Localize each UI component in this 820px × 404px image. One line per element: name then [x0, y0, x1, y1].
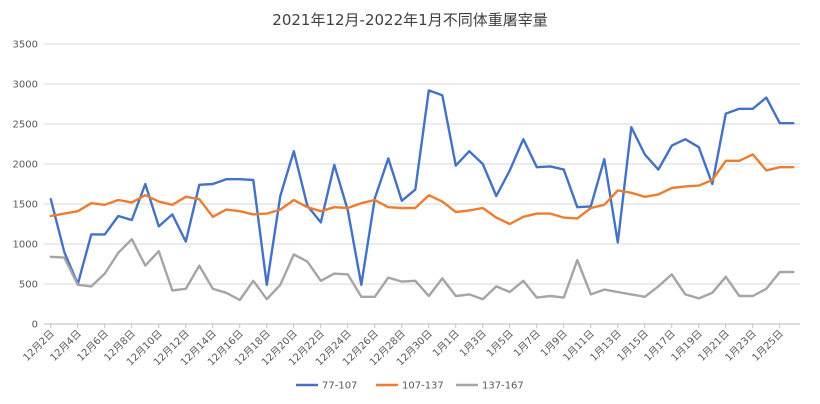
y-tick-label: 3000: [13, 80, 38, 91]
series-line-137-167: [49, 237, 795, 302]
x-tick-label: 1月7日: [511, 328, 543, 360]
x-tick-label: 1月1日: [430, 328, 462, 360]
legend-label: 137-167: [482, 381, 524, 392]
x-tick-label: 1月5日: [484, 328, 516, 360]
legend: 77-107 107-137 137-167: [296, 381, 524, 392]
legend-label: 77-107: [322, 381, 357, 392]
y-tick-label: 500: [19, 280, 38, 291]
gridlines: [44, 43, 800, 325]
chart-title: 2021年12月-2022年1月不同体重屠宰量: [272, 11, 548, 29]
legend-label: 107-137: [402, 381, 444, 392]
series-line-107-137: [49, 153, 795, 226]
x-tick-label: 1月3日: [457, 328, 489, 360]
y-tick-label: 1000: [13, 240, 38, 251]
series-lines: [49, 89, 795, 302]
y-tick-label: 1500: [13, 200, 38, 211]
y-tick-label: 3500: [13, 40, 38, 51]
y-tick-label: 2000: [13, 160, 38, 171]
y-tick-label: 2500: [13, 120, 38, 131]
series-line-77-107: [49, 89, 795, 286]
y-tick-label: 0: [32, 320, 38, 331]
